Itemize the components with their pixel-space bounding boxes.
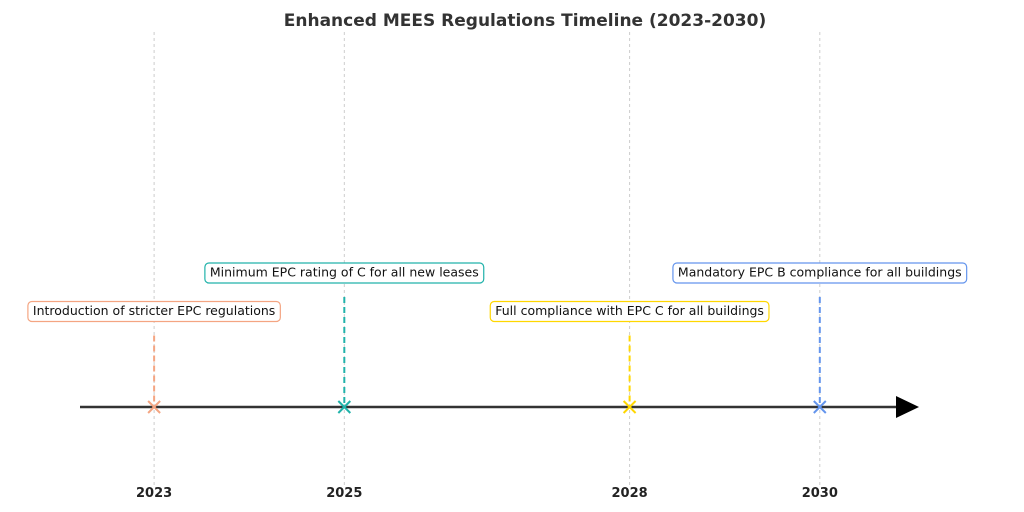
marker-stroke-b (147, 400, 161, 414)
event-label-box (27, 300, 281, 323)
event-label-text: Mandatory EPC B compliance for all build… (678, 265, 962, 280)
marker-stroke-b (622, 400, 637, 414)
timeline-arrowhead (896, 396, 919, 418)
event-marker-2028 (622, 400, 637, 414)
event-label-text: Full compliance with EPC C for all build… (495, 303, 764, 318)
event-marker-2023 (147, 400, 161, 414)
ticks-layer: 2023 2025 2028 2030 (136, 486, 838, 501)
tick-label-2028: 2028 (612, 486, 648, 501)
marker-stroke-b (337, 400, 352, 414)
event-marker-2025 (337, 400, 352, 414)
marker-stroke-b (813, 400, 827, 414)
event-label-box (489, 300, 770, 323)
event-marker-2030 (813, 400, 827, 414)
event-label-2028: Full compliance with EPC C for all build… (489, 300, 770, 323)
grid-layer (153, 32, 821, 485)
tick-label-2030: 2030 (802, 486, 838, 501)
event-label-box (672, 262, 968, 284)
event-label-box (204, 262, 485, 284)
tick-label-2023: 2023 (136, 486, 172, 501)
tick-label-2025: 2025 (326, 486, 362, 501)
event-label-2023: Introduction of stricter EPC regulations (27, 300, 281, 323)
event-label-2030: Mandatory EPC B compliance for all build… (672, 262, 968, 284)
event-label-2025: Minimum EPC rating of C for all new leas… (204, 262, 485, 284)
events-layer: Introduction of stricter EPC regulations… (27, 262, 968, 414)
event-label-text: Minimum EPC rating of C for all new leas… (210, 265, 479, 280)
chart-title: Enhanced MEES Regulations Timeline (2023… (284, 11, 766, 31)
event-label-text: Introduction of stricter EPC regulations (33, 303, 275, 318)
